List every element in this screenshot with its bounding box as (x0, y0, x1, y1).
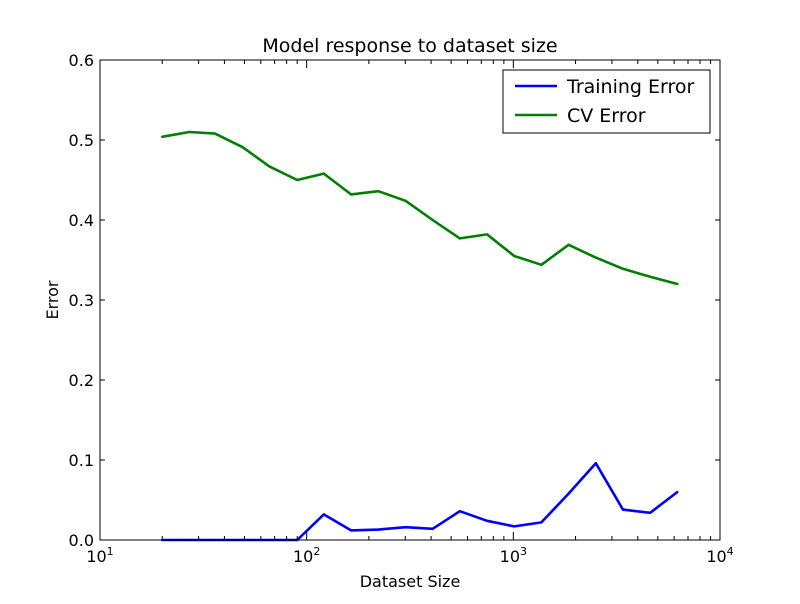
data-point-0-7 (349, 529, 353, 532)
data-point-0-6 (322, 513, 325, 516)
legend: Training Error CV Error (502, 69, 711, 134)
data-point-1-11 (458, 237, 462, 240)
data-point-1-14 (540, 263, 543, 266)
legend-box (502, 69, 711, 134)
y-tick-label: 0.5 (69, 131, 94, 150)
x-tick-label: 101 (86, 545, 113, 566)
data-point-1-9 (404, 199, 407, 202)
data-point-1-0 (161, 135, 164, 138)
chart-title: Model response to dataset size (262, 35, 557, 57)
data-point-0-15 (567, 492, 570, 495)
data-point-1-7 (349, 193, 353, 196)
x-tick-label: 103 (500, 545, 527, 566)
data-point-1-13 (513, 254, 516, 258)
data-point-0-19 (676, 490, 679, 494)
data-point-0-13 (513, 525, 516, 528)
data-point-0-14 (540, 521, 543, 524)
data-point-0-9 (404, 526, 407, 529)
data-point-1-12 (485, 233, 489, 236)
x-tick-label: 104 (706, 545, 733, 566)
y-tick-label: 0.4 (69, 211, 94, 230)
data-point-1-18 (648, 275, 652, 278)
data-point-0-16 (594, 462, 597, 465)
axes-layer: 0.0 0.1 0.2 0.3 0.4 0.5 0.6 101 102 103 104 (69, 51, 734, 566)
data-point-1-6 (322, 172, 325, 175)
y-axis-label: Error (43, 280, 62, 319)
data-point-0-10 (431, 527, 434, 530)
data-point-1-1 (187, 130, 191, 134)
x-tick-label: 102 (293, 545, 320, 566)
data-point-0-17 (621, 508, 625, 511)
data-point-1-3 (241, 146, 244, 149)
y-tick-label: 0.3 (69, 291, 94, 310)
y-tick-label: 0.1 (69, 451, 94, 470)
series-line-1 (161, 130, 678, 286)
data-point-0-12 (485, 519, 489, 522)
data-point-1-5 (296, 178, 299, 182)
x-axis-label: Dataset Size (360, 572, 461, 591)
data-point-1-2 (213, 132, 217, 135)
data-point-0-11 (458, 510, 462, 513)
data-point-1-15 (567, 243, 570, 246)
legend-label-1: CV Error (567, 105, 646, 127)
data-point-1-4 (268, 165, 271, 168)
data-point-1-16 (594, 256, 597, 259)
data-point-1-8 (377, 190, 380, 193)
y-tick-label: 0.0 (69, 531, 94, 550)
legend-label-0: Training Error (566, 76, 695, 98)
data-point-0-8 (377, 528, 380, 531)
data-point-1-10 (431, 218, 434, 222)
data-point-1-19 (676, 282, 679, 286)
data-point-0-18 (648, 511, 652, 514)
y-tick-label: 0.6 (69, 51, 94, 70)
data-point-1-17 (621, 267, 625, 270)
y-tick-label: 0.2 (69, 371, 94, 390)
